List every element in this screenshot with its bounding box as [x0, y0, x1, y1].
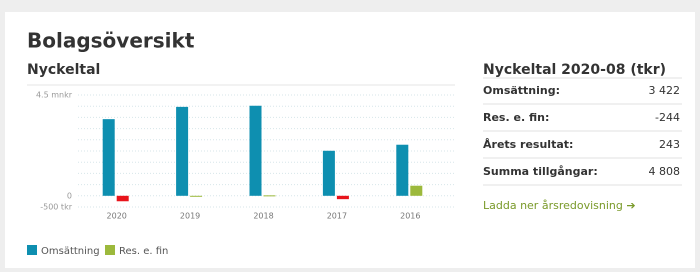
row-label: Summa tillgångar: — [483, 165, 598, 178]
y-tick-label: -500 tkr — [40, 203, 72, 212]
x-tick-label: 2016 — [400, 212, 420, 221]
chart-title: Nyckeltal — [27, 62, 100, 78]
bar — [263, 195, 276, 197]
bar — [190, 195, 203, 197]
bar — [322, 150, 335, 196]
legend-label: Res. e. fin — [119, 246, 168, 257]
y-tick-label: 0 — [67, 191, 72, 200]
legend-swatch — [27, 245, 37, 255]
legend-swatch — [105, 245, 115, 255]
x-tick-label: 2017 — [327, 212, 347, 221]
legend-label: Omsättning — [41, 246, 100, 257]
y-tick-label: 4.5 mnkr — [36, 91, 73, 100]
row-label: Res. e. fin: — [483, 111, 549, 124]
download-link[interactable]: Ladda ner årsredovisning ➔ — [483, 199, 636, 212]
x-tick-label: 2020 — [107, 212, 127, 221]
row-label: Årets resultat: — [483, 138, 573, 151]
row-label: Omsättning: — [483, 84, 560, 97]
bar — [249, 105, 262, 196]
row-value: 3 422 — [649, 84, 681, 97]
bar — [336, 195, 349, 200]
bar — [410, 185, 423, 196]
bar — [102, 119, 115, 196]
page-title: Bolagsöversikt — [27, 29, 195, 53]
bar — [116, 195, 129, 202]
row-value: 243 — [659, 138, 680, 151]
x-tick-label: 2018 — [253, 212, 273, 221]
bar — [176, 106, 189, 196]
row-value: -244 — [655, 111, 680, 124]
bar — [396, 144, 409, 196]
row-value: 4 808 — [649, 165, 681, 178]
card — [5, 12, 695, 272]
x-tick-label: 2019 — [180, 212, 200, 221]
table-title: Nyckeltal 2020-08 (tkr) — [483, 62, 666, 78]
